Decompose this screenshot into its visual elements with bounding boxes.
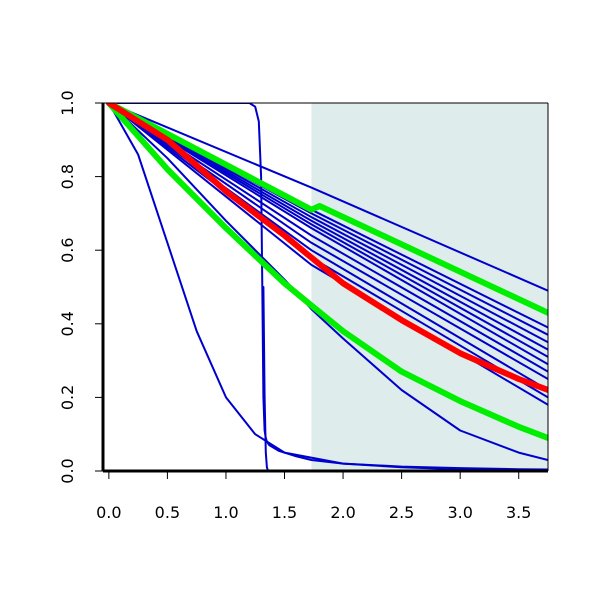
y-tick-label: 0.6 [58, 237, 77, 262]
x-tick-label: 2.0 [330, 503, 355, 522]
series-line-5 [107, 103, 548, 351]
series-line-19 [262, 286, 272, 471]
x-tick-label: 3.0 [447, 503, 472, 522]
series-line-17 [105, 103, 548, 441]
x-tick-label: 2.5 [389, 503, 414, 522]
series-line-13 [107, 103, 548, 461]
y-tick-label: 0.0 [58, 458, 77, 483]
series-line-1 [107, 103, 548, 292]
y-tick-label: 1.0 [58, 90, 77, 115]
y-axis-ticks: 0.0 0.2 0.4 0.6 0.8 1.0 [58, 90, 103, 484]
series-line-10 [107, 103, 548, 391]
x-axis-ticks: 0.0 0.5 1.0 1.5 2.0 2.5 3.0 3.5 [96, 471, 531, 522]
x-tick-label: 1.0 [213, 503, 238, 522]
y-tick-label: 0.2 [58, 385, 77, 410]
x-tick-label: 0.5 [155, 503, 180, 522]
series-line-15 [107, 103, 548, 471]
x-tick-label: 3.5 [506, 503, 531, 522]
y-tick-label: 0.8 [58, 164, 77, 189]
series-line-6 [107, 103, 548, 358]
series-line-18 [105, 103, 548, 393]
y-tick-label: 0.4 [58, 311, 77, 336]
series-line-16 [105, 103, 548, 316]
x-tick-label: 0.0 [96, 503, 121, 522]
series-layer [105, 103, 548, 471]
x-tick-label: 1.5 [272, 503, 297, 522]
